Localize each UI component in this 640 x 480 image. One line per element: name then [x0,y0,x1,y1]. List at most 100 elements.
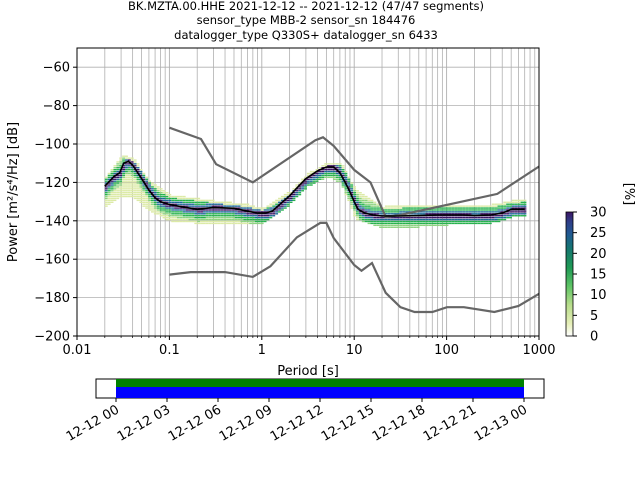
psd-cell [107,192,111,194]
psd-cell [249,209,253,211]
psd-cell [439,213,443,215]
psd-cell [465,211,469,213]
psd-cell [211,209,215,211]
psd-cell [240,203,244,205]
psd-cell [416,218,420,221]
psd-cell [416,222,420,225]
psd-cell [136,178,140,180]
psd-cell [405,211,409,213]
psd-cell [133,165,137,167]
psd-cell [237,205,241,207]
psd-cell [148,188,152,190]
psd-cell [399,226,403,228]
psd-cell [127,184,131,186]
psd-cell [162,211,166,213]
psd-cell [321,168,325,171]
psd-cell [436,211,440,213]
psd-cell [405,216,409,219]
psd-cell [520,215,524,217]
psd-cell [214,216,218,219]
psd-cell [145,184,149,186]
psd-cell [234,203,238,205]
psd-cell [133,195,137,198]
psd-cell [197,199,201,202]
psd-cell [332,170,336,173]
psd-cell [431,205,434,207]
psd-cell [361,199,365,202]
psd-cell [182,213,186,215]
psd-cell [517,207,521,209]
psd-cell [373,201,377,203]
psd-cell [439,218,443,221]
psd-cell [405,209,409,211]
colorbar-tick-label: 0 [590,330,598,345]
psd-cell [457,209,460,211]
psd-cell [127,167,131,169]
psd-cell [231,222,235,225]
psd-cell [396,220,400,223]
psd-cell [243,207,247,209]
psd-cell [445,211,449,213]
psd-cell [116,182,120,184]
psd-cell [217,205,221,207]
psd-cell [358,193,362,196]
psd-cell [289,192,293,194]
psd-cell [373,224,377,227]
psd-cell [168,205,172,207]
psd-cell [139,180,143,182]
psd-cell [240,222,244,225]
psd-cell [122,165,126,167]
psd-cell [119,157,123,159]
psd-cell [396,209,400,211]
y-tick-label: −80 [43,99,70,114]
psd-cell [327,163,331,165]
psd-cell [177,207,180,209]
psd-cell [104,192,108,194]
psd-cell [474,222,478,225]
psd-cell [488,222,492,225]
psd-cell [185,215,189,217]
psd-cell [338,170,342,173]
psd-cell [139,170,143,173]
psd-cell [142,186,146,188]
psd-cell [130,180,134,182]
colorbar-tick-label: 20 [590,247,607,262]
psd-cell [226,216,229,219]
psd-cell [231,205,235,207]
psd-cell [509,201,512,203]
psd-cell [474,213,478,215]
psd-cell [168,195,172,198]
psd-cell [104,195,108,198]
psd-cell [471,209,475,211]
psd-cell [174,209,178,211]
psd-cell [451,209,455,211]
psd-cell [133,197,137,200]
psd-cell [249,220,253,223]
psd-cell [321,178,325,180]
psd-cell [419,224,423,227]
psd-cell [408,222,411,225]
psd-cell [148,182,152,184]
psd-cell [165,213,169,215]
psd-cell [514,207,518,209]
psd-cell [148,203,152,205]
psd-cell [202,205,206,207]
psd-cell [133,193,137,196]
psd-cell [234,209,238,211]
psd-cell [523,201,527,203]
psd-cell [436,207,440,209]
psd-cell [162,215,166,217]
psd-cell [396,213,400,215]
psd-cell [269,213,273,215]
psd-cell [122,182,126,184]
psd-cell [217,222,221,225]
psd-cell [433,220,437,223]
psd-cell [356,197,359,200]
psd-cell [451,205,455,207]
psd-cell [182,199,186,202]
psd-cell [107,203,111,205]
psd-cell [347,193,351,196]
psd-cell [266,213,270,215]
psd-cell [165,205,169,207]
psd-cell [119,159,123,161]
